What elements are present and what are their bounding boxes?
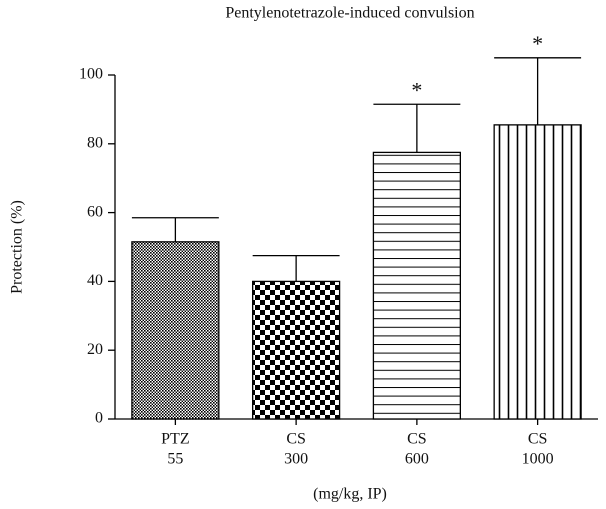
y-tick-label: 20 bbox=[87, 341, 103, 358]
bar bbox=[493, 124, 582, 420]
x-tick-label: CS bbox=[286, 431, 306, 448]
x-tick-label: 1000 bbox=[522, 451, 554, 468]
x-tick-label: 300 bbox=[284, 451, 308, 468]
x-tick-label: 600 bbox=[405, 451, 429, 468]
chart-title: Pentylenotetrazole-induced convulsion bbox=[225, 5, 474, 22]
y-tick-label: 60 bbox=[87, 203, 103, 220]
bar bbox=[252, 280, 341, 420]
bar bbox=[131, 241, 220, 420]
x-tick-label: CS bbox=[407, 431, 427, 448]
bar bbox=[372, 151, 461, 420]
significance-label: * bbox=[411, 77, 422, 102]
y-tick-label: 0 bbox=[95, 410, 103, 427]
y-tick-label: 40 bbox=[87, 272, 103, 289]
x-tick-label: PTZ bbox=[161, 431, 189, 448]
y-tick-label: 80 bbox=[87, 134, 103, 151]
y-axis-label: Protection (%) bbox=[9, 200, 26, 294]
x-tick-label: CS bbox=[528, 431, 548, 448]
x-axis-label: (mg/kg, IP) bbox=[313, 486, 387, 503]
significance-label: * bbox=[532, 31, 543, 56]
y-tick-label: 100 bbox=[79, 66, 103, 83]
x-tick-label: 55 bbox=[167, 451, 183, 468]
